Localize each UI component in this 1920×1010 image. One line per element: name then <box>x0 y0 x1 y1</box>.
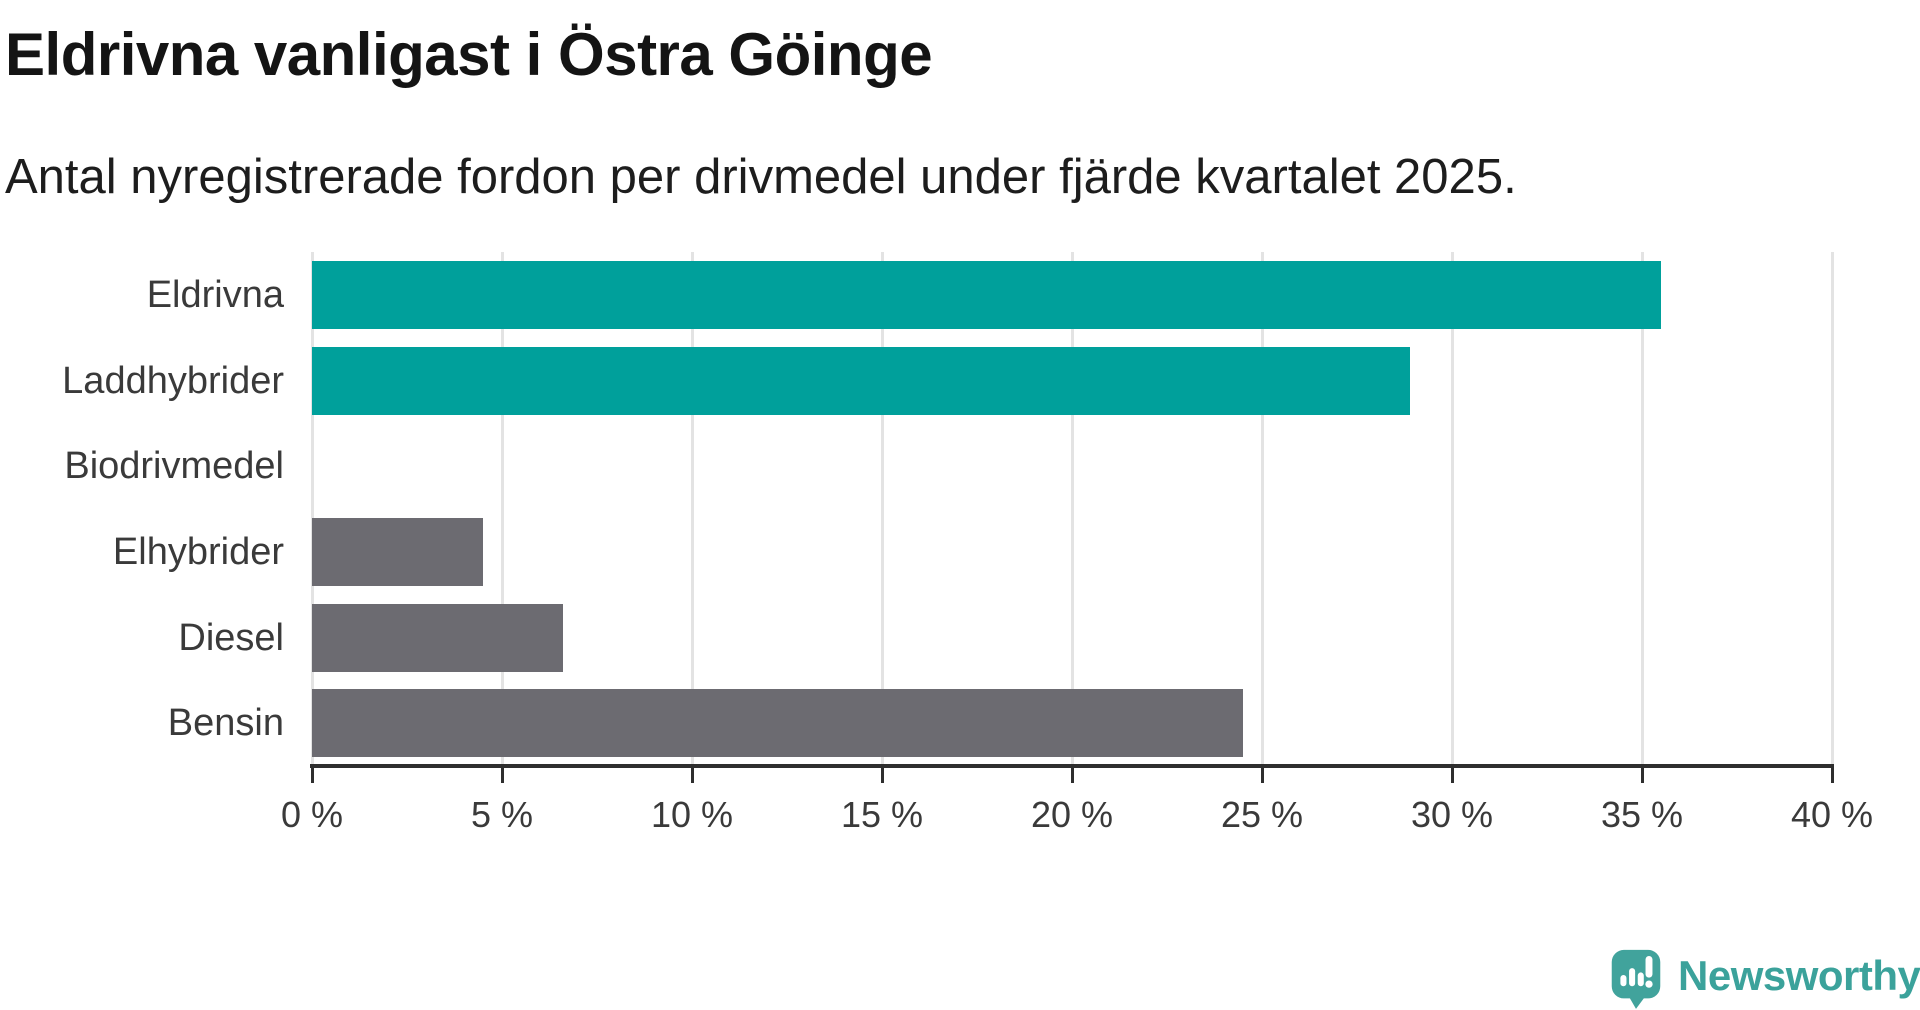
tick-label-5: 5 % <box>470 794 534 835</box>
category-label-laddhybrider: Laddhybrider <box>62 359 284 402</box>
tick-mark-10 <box>690 768 694 783</box>
gridline-35 <box>1640 252 1644 766</box>
plot-area <box>310 252 1834 766</box>
gridline-25 <box>1260 252 1264 766</box>
bar-elhybrider <box>312 517 483 586</box>
category-label-bensin: Bensin <box>167 702 284 745</box>
newsworthy-speech-bubble-bar-chart-icon <box>1611 949 1661 1009</box>
gridline-30 <box>1450 252 1454 766</box>
tick-label-15: 15 % <box>840 794 924 835</box>
tick-mark-30 <box>1450 768 1454 783</box>
bar-laddhybrider <box>312 346 1411 415</box>
x-axis-line <box>310 764 1834 768</box>
bar-diesel <box>312 603 563 672</box>
category-label-diesel: Diesel <box>178 616 284 659</box>
gridline-15 <box>880 252 884 766</box>
tick-mark-25 <box>1260 768 1264 783</box>
gridline-0 <box>310 252 314 766</box>
tick-mark-35 <box>1640 768 1644 783</box>
tick-mark-40 <box>1830 768 1834 783</box>
newsworthy-logo-text: Newsworthy <box>1678 952 1920 999</box>
gridline-5 <box>500 252 504 766</box>
tick-label-30: 30 % <box>1410 794 1494 835</box>
newsworthy-logo: Newsworthy <box>1610 948 1920 1009</box>
tick-mark-15 <box>880 768 884 783</box>
category-label-biodrivmedel: Biodrivmedel <box>64 445 284 488</box>
chart-title: Eldrivna vanligast i Östra Göinge <box>5 21 933 88</box>
tick-mark-5 <box>500 768 504 783</box>
gridline-20 <box>1070 252 1074 766</box>
tick-mark-20 <box>1070 768 1074 783</box>
bar-eldrivna <box>312 260 1661 329</box>
tick-mark-0 <box>310 768 314 783</box>
tick-label-0: 0 % <box>280 794 344 835</box>
category-label-elhybrider: Elhybrider <box>112 530 284 573</box>
tick-label-20: 20 % <box>1030 794 1114 835</box>
tick-label-25: 25 % <box>1220 794 1304 835</box>
tick-label-40: 40 % <box>1790 794 1874 835</box>
gridline-40 <box>1830 252 1834 766</box>
tick-label-35: 35 % <box>1600 794 1684 835</box>
tick-label-10: 10 % <box>650 794 734 835</box>
chart-subtitle: Antal nyregistrerade fordon per drivmede… <box>5 150 1517 204</box>
gridline-10 <box>690 252 694 766</box>
category-label-eldrivna: Eldrivna <box>146 273 284 316</box>
bar-bensin <box>312 689 1243 758</box>
